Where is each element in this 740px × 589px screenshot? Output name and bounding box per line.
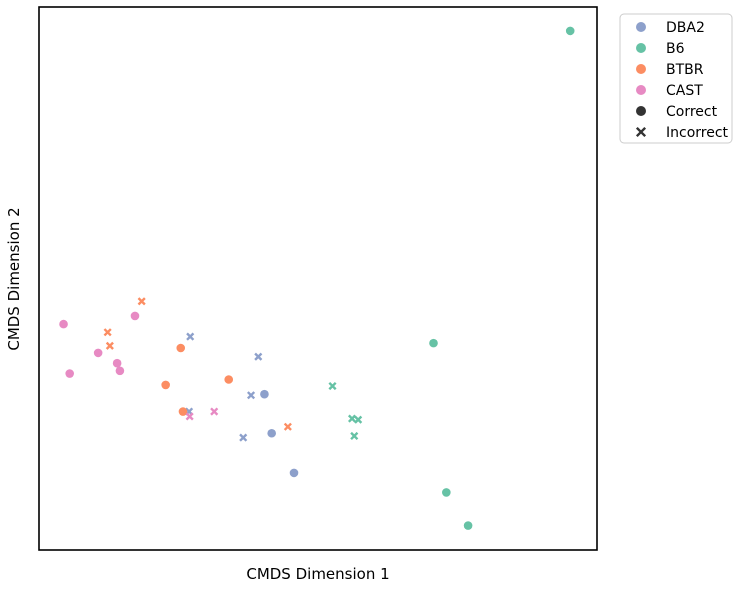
data-point-correct bbox=[93, 348, 103, 358]
legend-marker-x bbox=[635, 126, 647, 138]
data-point-correct bbox=[59, 319, 68, 329]
plot-area-frame bbox=[38, 6, 598, 551]
legend-marker-circle bbox=[636, 106, 646, 116]
data-point-correct bbox=[565, 26, 575, 36]
legend-item-correct: Correct bbox=[636, 104, 718, 120]
data-point-incorrect bbox=[186, 332, 195, 341]
y-axis-label: CMDS Dimension 2 bbox=[5, 207, 23, 350]
legend-marker-circle bbox=[636, 64, 646, 74]
legend-label: BTBR bbox=[666, 62, 704, 78]
data-point-incorrect bbox=[254, 352, 263, 361]
data-point-incorrect bbox=[105, 341, 114, 350]
legend-label: DBA2 bbox=[666, 20, 705, 36]
legend-marker-circle bbox=[636, 22, 646, 32]
data-point-incorrect bbox=[283, 422, 292, 431]
legend-label: CAST bbox=[666, 83, 703, 99]
data-point-correct bbox=[65, 369, 74, 378]
data-point-incorrect bbox=[354, 415, 363, 424]
series-dba2 bbox=[185, 332, 299, 478]
legend-item-btbr: BTBR bbox=[636, 62, 704, 78]
data-point-correct bbox=[176, 343, 186, 353]
data-point-incorrect bbox=[347, 414, 357, 423]
data-point-incorrect bbox=[328, 381, 337, 391]
data-point-correct bbox=[224, 375, 234, 384]
series-btbr bbox=[103, 297, 292, 431]
data-point-correct bbox=[115, 366, 125, 376]
data-point-incorrect bbox=[137, 297, 146, 306]
legend-frame bbox=[619, 13, 733, 144]
data-point-correct bbox=[130, 311, 140, 321]
legend-item-b6: B6 bbox=[636, 41, 685, 57]
legend-label: Correct bbox=[666, 104, 718, 120]
legend-label: Incorrect bbox=[666, 125, 729, 141]
data-point-correct bbox=[112, 358, 122, 368]
data-point-correct bbox=[463, 521, 473, 530]
legend-marker-circle bbox=[636, 85, 646, 95]
data-point-correct bbox=[267, 428, 276, 438]
data-point-correct bbox=[178, 407, 188, 416]
data-point-incorrect bbox=[210, 407, 219, 416]
data-point-incorrect bbox=[103, 328, 112, 337]
series-b6 bbox=[328, 26, 575, 530]
data-point-incorrect bbox=[246, 391, 256, 400]
legend: DBA2 B6 BTBR CAST Correct Incorrect bbox=[619, 13, 733, 144]
data-point-correct bbox=[429, 338, 438, 348]
series-cast bbox=[59, 311, 219, 421]
data-point-correct bbox=[289, 468, 299, 478]
data-point-correct bbox=[442, 488, 451, 497]
legend-item-cast: CAST bbox=[636, 83, 703, 99]
points-layer bbox=[59, 26, 575, 530]
data-point-incorrect bbox=[185, 412, 194, 421]
legend-item-dba2: DBA2 bbox=[636, 20, 705, 36]
x-axis-label: CMDS Dimension 1 bbox=[246, 565, 389, 583]
legend-label: B6 bbox=[666, 41, 685, 57]
data-point-incorrect bbox=[350, 431, 359, 441]
data-point-correct bbox=[260, 389, 269, 399]
data-point-correct bbox=[161, 380, 170, 390]
legend-marker-circle bbox=[636, 43, 646, 53]
data-point-incorrect bbox=[239, 433, 248, 442]
legend-item-incorrect: Incorrect bbox=[635, 125, 729, 141]
